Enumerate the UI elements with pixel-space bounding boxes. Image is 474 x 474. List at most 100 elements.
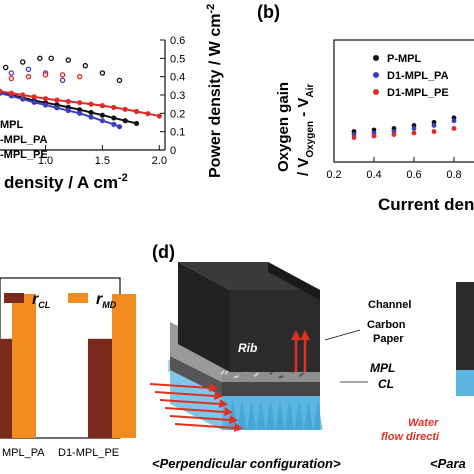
panel-a-power-point [99,70,106,76]
panel-a-point [20,96,26,102]
parallel-rib-partial [456,282,474,370]
mpl-front-face [222,382,320,396]
panel-c-legend-swatch [4,293,24,303]
panel-b-x-tick-label: 0.4 [366,169,381,181]
label-paper: Paper [373,333,404,345]
panel-b-point [431,123,437,128]
panel-b-legend-marker [373,55,379,61]
paper-fiber [298,372,304,377]
flow-arrowhead [234,423,243,432]
panel-b-point [451,118,457,124]
panel-b-point [411,130,417,136]
cl-pore [275,400,285,430]
panel-c-legend-entry: rMD [96,291,117,310]
panel-b-legend-marker [373,72,379,78]
cl-left-face [170,370,222,430]
panel-b-frame [333,39,474,163]
panel-b-x-tick-label: 0.6 [406,169,421,181]
panel-a-point [31,94,37,100]
rib-left-face [178,262,230,372]
panel-a-power-point [25,66,32,73]
panel-c-bar [12,294,36,438]
cl-pore [266,400,275,430]
panel-b-point [371,133,377,139]
oxygen-arrows [291,330,310,372]
panel-a-power-point [116,77,123,84]
panel-c-bars [0,294,136,438]
panel-a-power-point [25,73,32,80]
water-flow-arrows [149,383,243,432]
panel-b-x-ticks: 0.2 0.4 0.6 0.8 [326,157,462,181]
panel-a-y2-label: Power density / W cm-2 [205,4,224,178]
panel-a-point [111,104,117,111]
panel-a-point [145,111,151,117]
panel-b-legend: P-MPL D1-MPL_PA D1-MPL_PE [373,53,449,99]
panel-a-power-point [42,72,49,78]
flow-arrowhead [229,415,238,424]
panel-b-point [431,129,437,134]
label-channel: Channel [368,299,411,311]
panel-a-power-point [8,70,15,76]
paper-fiber [253,372,259,377]
panel-a-legend-entry: -MPL_PA [0,134,48,146]
panel-a-y2-tick-label: 0.4 [170,72,185,84]
panel-c-legend: rCL rMD [4,291,117,310]
flow-arrow [164,407,226,413]
rib-top-face [178,262,320,290]
panel-b-legend-entry: D1-MPL_PE [387,87,449,99]
cl-texture [228,400,323,430]
panel-a-point [99,118,106,124]
panel-a-power-point [82,62,89,69]
cl-pore [313,400,323,430]
flow-arrow [169,415,231,421]
panel-a-power-point [37,55,43,62]
panel-c-category-label: D1-MPL_PE [58,447,119,459]
panel-a-x-tick-label: 1.5 [95,155,110,167]
panel-c-category-label: MPL_PA [2,447,45,459]
rib-front-face [230,290,320,372]
panel-b-point [411,126,417,131]
panel-b-label: (b) [257,2,280,22]
panel-a-point [54,105,60,111]
label-cl: CL [378,377,394,391]
panel-b-y-label-2: / VOxygen - VAir [295,84,316,176]
parallel-cl-partial [456,370,474,396]
panel-c-legend-entry: rCL [32,291,50,310]
panel-a-y2-tick-label: 0.5 [170,53,185,65]
caption-perpendicular: <Perpendicular configuration> [152,456,341,471]
panel-c-bar [112,294,136,438]
panel-a-y2-tick-label: 0.6 [170,35,185,47]
panel-a-point [65,98,71,105]
panel-a-legend-entry: -MPL_PE [0,149,48,161]
panel-b-legend-entry: D1-MPL_PA [387,70,449,82]
panel-a-power-point [65,57,72,63]
panel-c-bar [88,338,112,438]
panel-b-x-tick-label: 0.2 [326,169,341,181]
panel-b-point [451,126,457,131]
panel-b-x-label: Current den [378,195,474,214]
panel-a-y2-tick-label: 0.3 [170,90,185,102]
panel-a-marks [0,55,162,130]
flow-arrowhead [209,383,218,392]
panel-a-point [133,108,140,115]
panel-a-y2-ticks: 0 0.1 0.2 0.3 0.4 0.5 0.6 [160,35,185,157]
panel-a-x-tick-label: 2.0 [152,155,167,167]
panel-a-point [111,115,117,121]
cl-pore [247,400,256,430]
panel-a-power-point [48,55,54,62]
panel-a-point [65,107,71,114]
label-water: Water [408,417,439,429]
panel-c-category-labels: MPL_PA D1-MPL_PE [2,447,119,459]
panel-a-x-label: density / A cm-2 [4,172,128,192]
panel-a-plot: 1.0 1.5 2.0 0 0.1 0.2 0.3 0.4 0.5 0.6 MPL -MPL_PA… [0,4,224,192]
panel-a-point [42,102,49,108]
flow-arrow [159,399,221,405]
rib-edge [268,262,320,300]
panel-a-point [88,109,94,116]
panel-c-legend-swatch [68,293,88,303]
paper-fiber [278,375,284,379]
panel-a-power-point [59,72,66,78]
panel-a-point [122,106,128,112]
panel-a-point [54,97,60,103]
